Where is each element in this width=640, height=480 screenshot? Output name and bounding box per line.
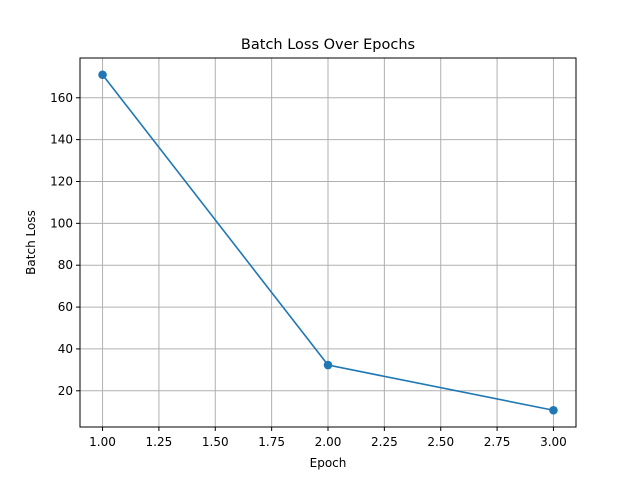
y-tick-label: 80 [58, 258, 73, 272]
series-layer [98, 70, 558, 415]
x-tick-label: 1.00 [89, 435, 116, 449]
y-tick-label: 20 [58, 384, 73, 398]
x-tick-label: 1.50 [202, 435, 229, 449]
data-point [323, 360, 333, 370]
data-point [549, 405, 558, 415]
ticks: 1.00 1.25 1.50 1.75 2.00 2.25 2.50 2.75 3.00 20 40… [50, 91, 567, 449]
y-tick-label: 100 [50, 216, 73, 230]
x-tick-label: 3.00 [540, 435, 567, 449]
data-point [98, 70, 107, 80]
x-tick-label: 1.25 [146, 435, 173, 449]
y-tick-label: 140 [50, 133, 73, 147]
x-tick-label: 2.50 [427, 435, 454, 449]
y-tick-label: 160 [50, 91, 73, 105]
grid [80, 58, 576, 427]
x-tick-label: 1.75 [258, 435, 285, 449]
x-tick-label: 2.00 [315, 435, 342, 449]
y-tick-label: 60 [58, 300, 73, 314]
x-axis-label: Epoch [310, 456, 347, 470]
x-tick-label: 2.75 [484, 435, 511, 449]
y-tick-label: 120 [50, 174, 73, 188]
chart-title: Batch Loss Over Epochs [241, 37, 415, 53]
x-tick-label: 2.25 [371, 435, 398, 449]
y-axis-label: Batch Loss [24, 210, 38, 275]
y-tick-label: 40 [58, 342, 73, 356]
